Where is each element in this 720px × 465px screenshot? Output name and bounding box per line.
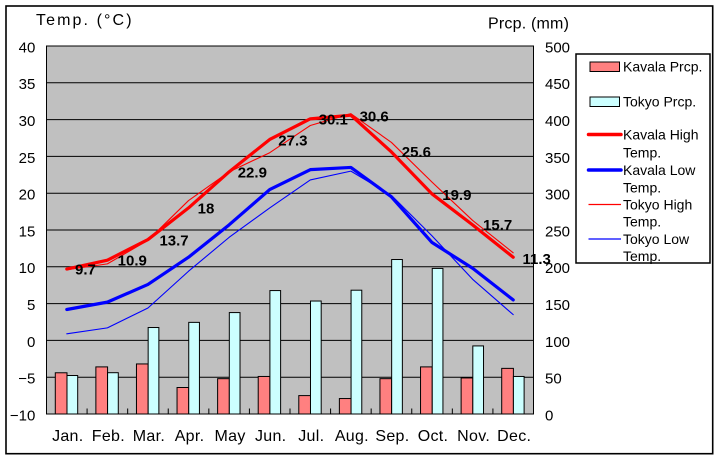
- svg-text:Jan.: Jan.: [52, 428, 83, 445]
- svg-text:0: 0: [27, 334, 35, 351]
- svg-text:10.9: 10.9: [118, 252, 147, 269]
- svg-text:Temp.: Temp.: [623, 214, 661, 230]
- svg-text:100: 100: [545, 334, 570, 351]
- svg-text:300: 300: [545, 187, 570, 204]
- svg-text:Tokyo Low: Tokyo Low: [623, 231, 690, 247]
- svg-text:25: 25: [19, 150, 36, 167]
- svg-text:27.3: 27.3: [278, 133, 307, 150]
- svg-text:0: 0: [545, 407, 553, 424]
- svg-text:Temp.: Temp.: [623, 145, 661, 161]
- svg-text:Tokyo Prcp.: Tokyo Prcp.: [623, 94, 696, 110]
- svg-text:Temp.: Temp.: [623, 180, 661, 196]
- svg-text:−5: −5: [18, 371, 35, 388]
- svg-text:Oct.: Oct.: [418, 428, 449, 445]
- svg-text:10: 10: [19, 260, 36, 277]
- svg-text:Apr.: Apr.: [175, 428, 205, 445]
- svg-text:25.6: 25.6: [402, 144, 431, 161]
- svg-text:400: 400: [545, 113, 570, 130]
- svg-text:30: 30: [19, 113, 36, 130]
- svg-text:Nov.: Nov.: [457, 428, 490, 445]
- svg-text:20: 20: [19, 187, 36, 204]
- svg-text:200: 200: [545, 260, 570, 277]
- svg-text:Jul.: Jul.: [298, 428, 324, 445]
- svg-text:18: 18: [198, 200, 215, 217]
- svg-text:50: 50: [545, 371, 562, 388]
- svg-text:Temp.: Temp.: [623, 248, 661, 264]
- svg-text:22.9: 22.9: [238, 165, 267, 182]
- svg-text:Kavala Low: Kavala Low: [623, 162, 696, 178]
- svg-text:30.6: 30.6: [360, 108, 389, 125]
- svg-text:Aug.: Aug.: [335, 428, 369, 445]
- svg-text:250: 250: [545, 223, 570, 240]
- svg-text:May: May: [215, 428, 246, 445]
- svg-text:Dec.: Dec.: [497, 428, 531, 445]
- svg-text:Kavala High: Kavala High: [623, 127, 699, 143]
- svg-text:15: 15: [19, 223, 36, 240]
- svg-text:19.9: 19.9: [442, 187, 471, 204]
- svg-text:500: 500: [545, 39, 570, 56]
- svg-text:15.7: 15.7: [483, 217, 512, 234]
- svg-text:9.7: 9.7: [75, 262, 96, 279]
- svg-text:350: 350: [545, 150, 570, 167]
- svg-text:Mar.: Mar.: [133, 428, 165, 445]
- svg-text:13.7: 13.7: [159, 233, 188, 250]
- svg-text:Feb.: Feb.: [92, 428, 125, 445]
- svg-text:35: 35: [19, 76, 36, 93]
- svg-text:Temp. (°C): Temp. (°C): [36, 12, 134, 29]
- svg-text:Tokyo High: Tokyo High: [623, 197, 692, 213]
- svg-text:11.3: 11.3: [523, 251, 551, 268]
- svg-text:Prcp. (mm): Prcp. (mm): [488, 15, 569, 32]
- svg-text:5: 5: [27, 297, 35, 314]
- svg-text:−10: −10: [10, 407, 35, 424]
- svg-text:150: 150: [545, 297, 570, 314]
- svg-text:450: 450: [545, 76, 570, 93]
- svg-text:Jun.: Jun.: [255, 428, 286, 445]
- svg-text:Kavala Prcp.: Kavala Prcp.: [623, 59, 702, 75]
- svg-text:40: 40: [19, 39, 36, 56]
- svg-text:Sep.: Sep.: [375, 428, 409, 445]
- svg-text:30.1: 30.1: [319, 111, 348, 128]
